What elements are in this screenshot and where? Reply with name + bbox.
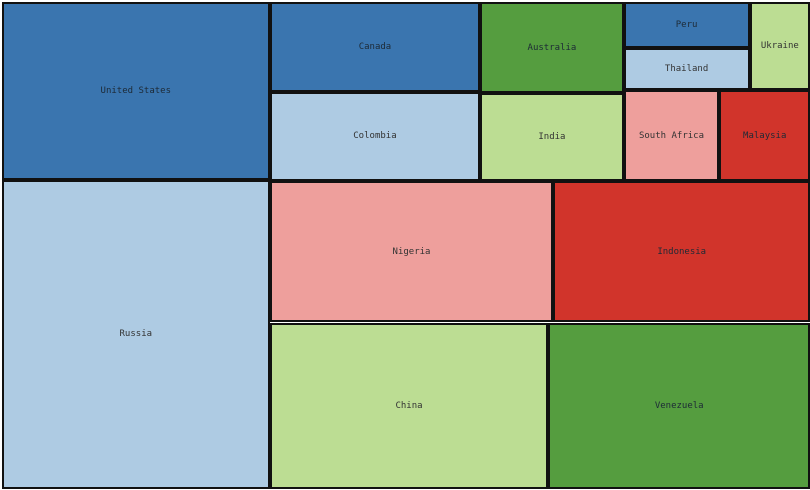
treemap-tile-label: Indonesia — [657, 246, 707, 257]
treemap-tile-label: Venezuela — [654, 400, 704, 411]
treemap-tile-ukraine: Ukraine — [749, 2, 810, 91]
treemap-tile-label: Canada — [358, 41, 392, 52]
treemap-tile-label: China — [395, 400, 423, 411]
treemap-tile-south-africa: South Africa — [623, 90, 720, 182]
treemap-tile-venezuela: Venezuela — [548, 322, 810, 489]
treemap-tile-label: Russia — [119, 329, 153, 340]
treemap-tile-label: South Africa — [638, 130, 704, 141]
treemap-tile-label: Nigeria — [392, 246, 431, 257]
treemap-tile-united-states: United States — [2, 2, 270, 180]
treemap-tile-label: Peru — [675, 20, 698, 31]
treemap-tile-thailand: Thailand — [623, 48, 750, 91]
treemap-tile-australia: Australia — [480, 2, 624, 94]
treemap-tile-label: Ukraine — [760, 41, 799, 52]
treemap-tile-label: Thailand — [664, 64, 709, 75]
treemap-tile-label: United States — [100, 85, 171, 96]
treemap-tile-china: China — [269, 322, 549, 489]
treemap-tile-label: Colombia — [353, 131, 397, 142]
treemap-tile-indonesia: Indonesia — [553, 181, 810, 323]
treemap-tile-label: Australia — [527, 42, 577, 53]
treemap-tile-canada: Canada — [269, 2, 481, 92]
treemap-tile-nigeria: Nigeria — [269, 181, 554, 323]
treemap-tile-russia: Russia — [2, 179, 270, 489]
treemap-tile-india: India — [480, 93, 624, 182]
treemap-tile-peru: Peru — [623, 2, 750, 49]
treemap-tile-colombia: Colombia — [269, 91, 481, 182]
treemap-tile-malaysia: Malaysia — [719, 90, 810, 182]
treemap-tile-label: Malaysia — [743, 130, 787, 141]
treemap-tile-label: India — [538, 132, 566, 143]
